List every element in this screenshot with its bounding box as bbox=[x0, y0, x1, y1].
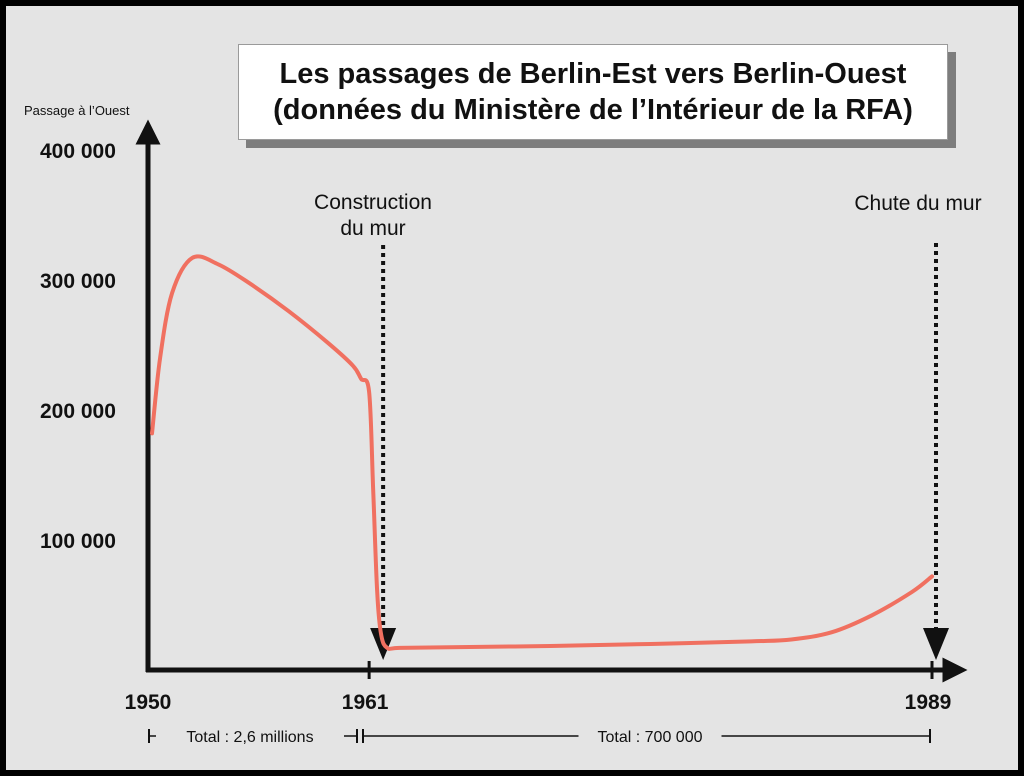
chart-title-box: Les passages de Berlin-Est vers Berlin-O… bbox=[238, 44, 948, 140]
series-line bbox=[150, 254, 934, 651]
y-tick-label-0: 100 000 bbox=[40, 530, 116, 553]
event-label-1-0: Chute du mur bbox=[854, 192, 981, 215]
y-tick-label-2: 300 000 bbox=[40, 270, 116, 293]
y-tick-label-3: 400 000 bbox=[40, 140, 116, 163]
chart-title-line-2: (données du Ministère de l’Intérieur de … bbox=[273, 94, 913, 126]
event-arrow-1 bbox=[923, 628, 949, 660]
tick-labels: Passage à l’Ouest 100 000 200 000 300 000 40… bbox=[24, 103, 951, 714]
event-label-0-1: du mur bbox=[340, 217, 405, 240]
x-tick-label-0: 1950 bbox=[125, 691, 172, 714]
chart-title-line-1: Les passages de Berlin-Est vers Berlin-O… bbox=[279, 58, 907, 90]
event-label-0-0: Construction bbox=[314, 191, 432, 214]
total-label-bg-0 bbox=[156, 724, 344, 746]
y-axis-title: Passage à l’Ouest bbox=[24, 103, 130, 118]
totals-group: Total : 2,6 millions Total : 700 000 bbox=[148, 724, 931, 746]
total-label-1: Total : 700 000 bbox=[598, 729, 703, 746]
event-markers: Construction du mur Chute du mur bbox=[314, 191, 982, 660]
x-tick-label-1: 1961 bbox=[342, 691, 389, 714]
y-tick-label-1: 200 000 bbox=[40, 400, 116, 423]
series-group bbox=[150, 254, 934, 651]
total-label-bg-1 bbox=[578, 724, 722, 746]
x-tick-label-2: 1989 bbox=[905, 691, 952, 714]
axes bbox=[135, 119, 968, 683]
total-label-0: Total : 2,6 millions bbox=[186, 729, 313, 746]
